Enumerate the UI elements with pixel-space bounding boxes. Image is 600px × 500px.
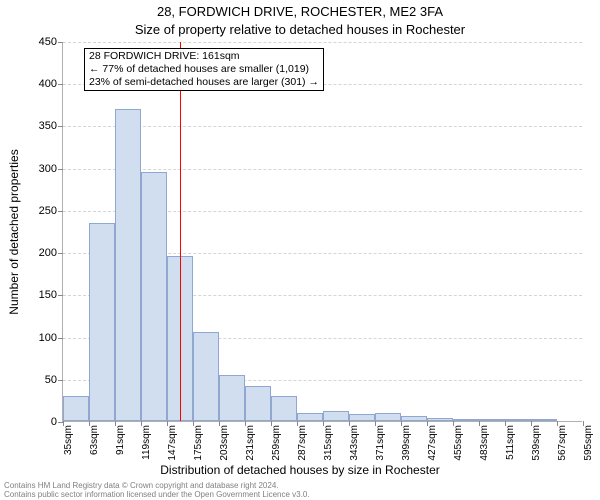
y-tick-mark (58, 126, 63, 127)
y-tick-mark (58, 42, 63, 43)
x-tick-label: 315sqm (323, 425, 334, 461)
x-tick-label: 91sqm (115, 425, 126, 455)
x-tick-label: 147sqm (167, 425, 178, 461)
histogram-bar (89, 223, 115, 421)
x-tick-label: 63sqm (89, 425, 100, 455)
y-tick-label: 0 (51, 416, 57, 428)
chart-title-line1: 28, FORDWICH DRIVE, ROCHESTER, ME2 3FA (0, 4, 600, 19)
x-tick-label: 231sqm (245, 425, 256, 461)
y-tick-mark (58, 169, 63, 170)
x-tick-label: 175sqm (193, 425, 204, 461)
y-tick-label: 250 (39, 205, 57, 217)
histogram-bar (115, 109, 141, 421)
x-tick-label: 483sqm (479, 425, 490, 461)
histogram-bar (219, 375, 245, 421)
x-tick-label: 203sqm (219, 425, 230, 461)
y-tick-mark (58, 338, 63, 339)
histogram-bar (453, 419, 479, 421)
y-tick-mark (58, 295, 63, 296)
x-tick-label: 567sqm (557, 425, 568, 461)
x-tick-label: 371sqm (375, 425, 386, 461)
histogram-bar (349, 414, 375, 421)
plot-area: 05010015020025030035040045035sqm63sqm91s… (62, 42, 582, 422)
x-tick-label: 399sqm (401, 425, 412, 461)
histogram-bar (427, 418, 453, 421)
annotation-box: 28 FORDWICH DRIVE: 161sqm ← 77% of detac… (84, 48, 324, 91)
y-tick-label: 450 (39, 36, 57, 48)
x-tick-label: 427sqm (427, 425, 438, 461)
x-tick-label: 595sqm (583, 425, 594, 461)
footer-attribution: Contains HM Land Registry data © Crown c… (4, 481, 310, 499)
chart-title-line2: Size of property relative to detached ho… (0, 22, 600, 37)
y-tick-label: 150 (39, 289, 57, 301)
chart-canvas: 28, FORDWICH DRIVE, ROCHESTER, ME2 3FA S… (0, 0, 600, 500)
y-tick-label: 300 (39, 163, 57, 175)
annotation-line-3: 23% of semi-detached houses are larger (… (89, 76, 319, 89)
histogram-bar (297, 413, 323, 421)
y-tick-mark (58, 84, 63, 85)
reference-line (180, 42, 181, 421)
x-tick-label: 511sqm (505, 425, 516, 460)
footer-line-2: Contains public sector information licen… (4, 490, 310, 499)
x-tick-label: 35sqm (63, 425, 74, 455)
y-tick-mark (58, 380, 63, 381)
histogram-bar (63, 396, 89, 421)
y-axis-title: Number of detached properties (7, 149, 21, 314)
histogram-bar (193, 332, 219, 421)
annotation-line-1: 28 FORDWICH DRIVE: 161sqm (89, 50, 319, 63)
x-tick-label: 539sqm (531, 425, 542, 461)
x-tick-label: 343sqm (349, 425, 360, 461)
histogram-bar (323, 411, 349, 421)
y-tick-label: 100 (39, 332, 57, 344)
gridline (63, 42, 582, 43)
histogram-bar (531, 419, 557, 421)
x-axis-title: Distribution of detached houses by size … (0, 463, 600, 477)
histogram-bar (245, 386, 271, 421)
annotation-line-2: ← 77% of detached houses are smaller (1,… (89, 63, 319, 76)
x-tick-label: 287sqm (297, 425, 308, 461)
histogram-bar (141, 172, 167, 421)
y-tick-label: 350 (39, 120, 57, 132)
histogram-bar (271, 396, 297, 421)
y-tick-mark (58, 253, 63, 254)
y-tick-label: 50 (45, 374, 57, 386)
histogram-bar (375, 413, 401, 421)
y-tick-label: 400 (39, 78, 57, 90)
histogram-bar (479, 419, 505, 421)
y-tick-mark (58, 211, 63, 212)
histogram-bar (401, 416, 427, 421)
histogram-bar (505, 419, 531, 421)
x-tick-label: 455sqm (453, 425, 464, 461)
x-tick-label: 119sqm (141, 425, 152, 460)
y-tick-label: 200 (39, 247, 57, 259)
x-tick-label: 259sqm (271, 425, 282, 461)
footer-line-1: Contains HM Land Registry data © Crown c… (4, 481, 310, 490)
